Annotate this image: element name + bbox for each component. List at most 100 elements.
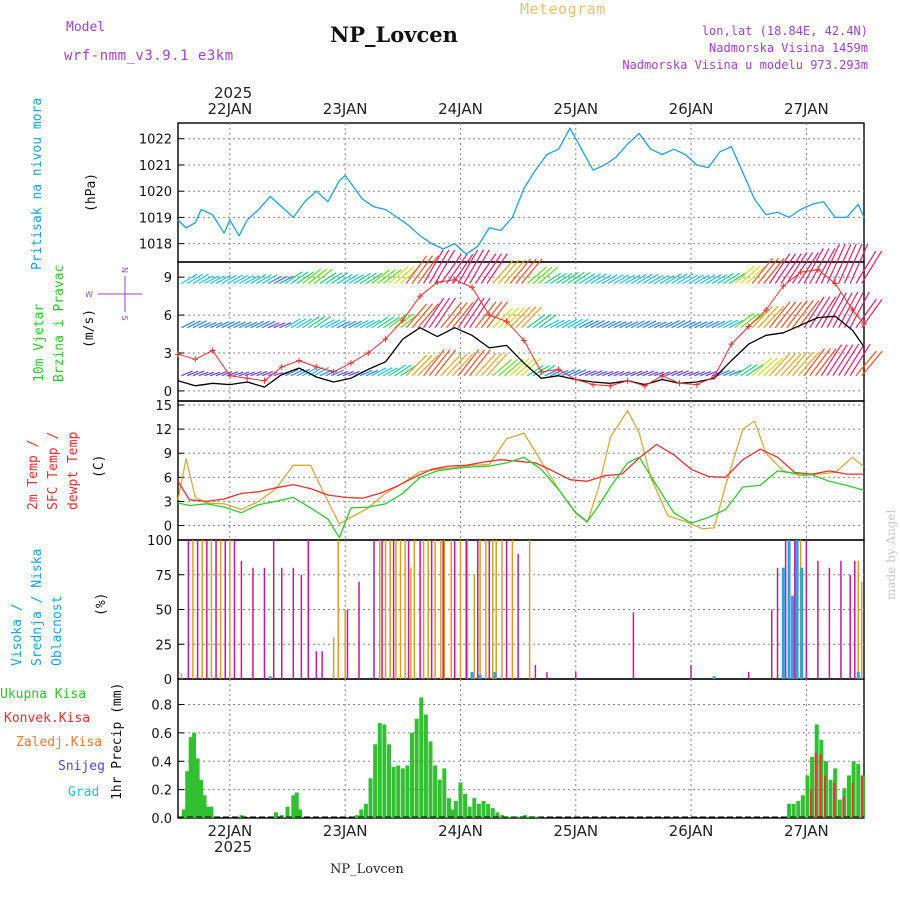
gust-marker <box>330 368 337 375</box>
model-version: wrf-nmm_v3.9.1 e3km <box>64 48 234 64</box>
gust-marker <box>244 375 251 382</box>
wind-arrow <box>607 370 619 377</box>
gust-marker <box>278 363 285 370</box>
wind-arrow <box>377 367 393 377</box>
wind-arrow <box>457 249 479 284</box>
wind-arrow <box>544 319 560 329</box>
wind-arrow <box>354 319 369 329</box>
rain-total-bar <box>192 732 197 818</box>
wind-arrow <box>417 355 439 377</box>
gust-marker <box>555 366 562 373</box>
rain-total-bar <box>202 795 207 818</box>
gust-marker <box>417 293 424 300</box>
wind-arrow <box>740 265 761 284</box>
wind-arrow <box>261 320 276 329</box>
wind-arrow <box>313 316 332 329</box>
wind-arrow <box>423 297 445 329</box>
meteogram-label: Meteogram <box>520 0 606 18</box>
wind-arrow <box>492 259 514 284</box>
rain-conv-bar <box>842 796 845 818</box>
gust-marker <box>861 320 867 327</box>
y-tick-label: 0 <box>164 520 172 535</box>
wind-arrow <box>388 266 409 284</box>
wind-arrow <box>417 255 439 284</box>
wind-arrow <box>434 297 456 329</box>
wind-arrow <box>757 305 779 329</box>
wind-arrow <box>233 274 249 285</box>
wind-arrow <box>809 248 830 284</box>
wind-arrow <box>671 273 688 284</box>
rain-total-bar <box>181 809 186 818</box>
wind-arrow <box>792 252 814 284</box>
gust-marker <box>538 368 545 375</box>
wind-arrow <box>665 320 680 329</box>
wind-arrow <box>221 371 233 377</box>
wind-arrow <box>365 369 379 377</box>
wind-arrow <box>515 306 537 329</box>
rain-total-bar <box>837 799 842 818</box>
rain-conv-bar <box>810 789 813 818</box>
legend-snow: Snijeg <box>58 759 105 774</box>
top-year-label: 2025 <box>214 84 253 102</box>
rain-total-bar <box>467 806 472 818</box>
wind-arrow <box>238 371 250 377</box>
rain-total-bar <box>490 808 495 818</box>
top-day-label: 26JAN <box>668 100 714 118</box>
wind-arrow <box>210 321 223 329</box>
wind-arrow <box>279 275 294 285</box>
gust-marker <box>469 284 475 291</box>
wind-arrow <box>354 272 371 284</box>
wind-arrow <box>526 266 547 284</box>
wind-arrow <box>763 357 784 377</box>
wind-arrow <box>786 300 808 329</box>
bottom-year-label: 2025 <box>214 838 253 856</box>
wind-arrow <box>561 369 575 377</box>
bottom-day-label: 27JAN <box>783 822 829 840</box>
wind-arrow <box>676 370 689 377</box>
wind-arrow <box>428 349 451 377</box>
wind-arrow <box>653 274 669 285</box>
wind-arrow <box>233 371 244 377</box>
wind-arrow <box>573 271 591 284</box>
wind-arrow <box>192 273 209 284</box>
wind-arrow <box>256 370 268 377</box>
wind-arrow <box>336 274 353 285</box>
gust-marker <box>780 283 787 290</box>
y-tick-label: 50 <box>155 604 172 619</box>
y-tick-label: 3 <box>164 495 172 510</box>
wind-arrow <box>705 370 717 377</box>
wind-arrow <box>797 300 820 329</box>
wind-arrow <box>728 272 746 284</box>
wind-arrow <box>411 255 433 284</box>
wind-arrow <box>843 243 863 284</box>
wind-arrow <box>215 274 232 285</box>
rain-total-bar <box>185 771 190 818</box>
wind-arrow <box>319 272 337 284</box>
gust-marker <box>451 276 458 283</box>
wind-arrow <box>849 291 870 328</box>
wind-arrow <box>573 318 589 329</box>
wind-arrow <box>394 266 415 284</box>
wind-arrow <box>474 253 497 284</box>
wind-arrow <box>671 320 686 329</box>
rain-total-bar <box>481 800 486 818</box>
rain-total-bar <box>423 714 428 818</box>
gust-marker <box>728 341 735 348</box>
wind-arrow <box>820 292 842 328</box>
wind-arrow <box>625 371 636 377</box>
wind-arrow <box>757 357 778 377</box>
wind-arrow <box>428 297 451 329</box>
wind-arrow <box>365 272 383 284</box>
page-title: NP_Lovcen <box>330 22 458 47</box>
wind-arrow <box>331 272 349 284</box>
wind-arrow <box>861 250 883 284</box>
rain-total-bar <box>442 768 447 818</box>
y-tick-label: 1018 <box>139 238 172 253</box>
rain-total-bar <box>450 809 455 818</box>
wind-arrow <box>717 369 730 377</box>
rain-total-bar <box>458 782 463 818</box>
wind-speed-line <box>177 315 865 388</box>
wind-arrow <box>250 274 267 285</box>
y-tick-label: 0.0 <box>151 812 172 827</box>
wind-arrow <box>492 307 514 329</box>
